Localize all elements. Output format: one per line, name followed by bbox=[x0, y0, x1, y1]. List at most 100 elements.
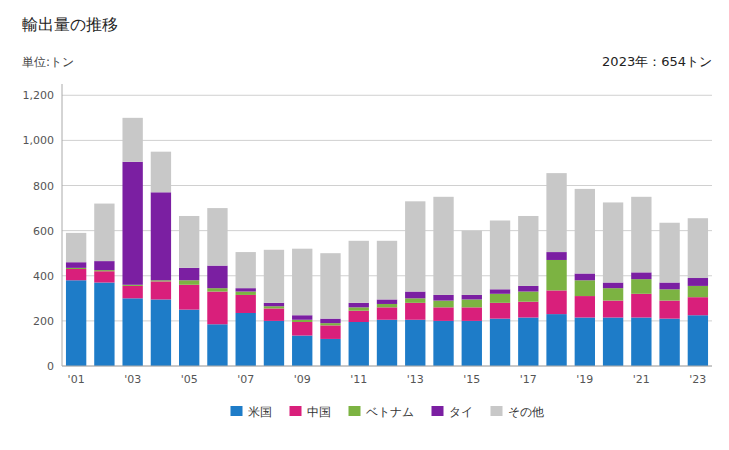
bar-segment bbox=[94, 270, 114, 271]
legend-swatch bbox=[491, 406, 503, 416]
bar-segment bbox=[546, 290, 566, 314]
bar-segment bbox=[320, 323, 340, 325]
x-tick-label: '11 bbox=[350, 373, 367, 386]
bar-segment bbox=[405, 292, 425, 299]
bar-segment bbox=[575, 280, 595, 296]
bar-segment bbox=[405, 201, 425, 291]
bar-segment bbox=[603, 283, 623, 289]
bar-segment bbox=[462, 321, 482, 366]
legend-item: 中国 bbox=[290, 405, 331, 419]
bar-segment bbox=[236, 292, 256, 295]
bars bbox=[66, 118, 708, 366]
bar-segment bbox=[575, 189, 595, 274]
bar-segment bbox=[151, 299, 171, 366]
bar-segment bbox=[377, 299, 397, 304]
bar-segment bbox=[264, 308, 284, 320]
bar-segment bbox=[462, 307, 482, 321]
bar-segment bbox=[433, 301, 453, 308]
legend-swatch bbox=[290, 406, 302, 416]
bar-segment bbox=[264, 306, 284, 308]
bar-segment bbox=[518, 286, 538, 292]
grid-line bbox=[62, 140, 712, 141]
bar-segment bbox=[688, 278, 708, 286]
x-axis: '01'03'05'07'09'11'13'15'17'19'21'23 bbox=[62, 366, 712, 386]
bar-segment bbox=[236, 252, 256, 288]
x-tick-label: '07 bbox=[237, 373, 254, 386]
bar-segment bbox=[66, 233, 86, 262]
bar-segment bbox=[546, 252, 566, 260]
legend-label: 中国 bbox=[307, 405, 331, 419]
y-axis: 02004006008001,0001,200 bbox=[23, 84, 713, 373]
bar-segment bbox=[377, 307, 397, 319]
bar-segment bbox=[659, 223, 679, 283]
bar-segment bbox=[66, 268, 86, 269]
bar-segment bbox=[94, 204, 114, 262]
bar-segment bbox=[688, 286, 708, 297]
title: 輸出量の推移 bbox=[22, 15, 118, 34]
bar-segment bbox=[490, 289, 510, 294]
x-tick-label: '23 bbox=[689, 373, 706, 386]
y-tick-label: 200 bbox=[33, 315, 54, 328]
y-tick-label: 400 bbox=[33, 270, 54, 283]
bar-segment bbox=[122, 162, 142, 285]
x-tick-label: '05 bbox=[181, 373, 198, 386]
bar-segment bbox=[631, 279, 651, 294]
legend: 米国中国ベトナムタイその他 bbox=[231, 405, 544, 419]
y-tick-label: 600 bbox=[33, 225, 54, 238]
bar-segment bbox=[659, 283, 679, 290]
bar-segment bbox=[207, 266, 227, 289]
bar-segment bbox=[66, 262, 86, 268]
bar-segment bbox=[433, 321, 453, 366]
bar-segment bbox=[490, 303, 510, 319]
y-tick-label: 1,000 bbox=[23, 134, 55, 147]
legend-label: その他 bbox=[508, 405, 544, 419]
x-tick-label: '15 bbox=[463, 373, 480, 386]
bar-segment bbox=[546, 260, 566, 290]
x-tick-label: '21 bbox=[633, 373, 650, 386]
bar-segment bbox=[66, 269, 86, 280]
bar-segment bbox=[603, 202, 623, 282]
bar-segment bbox=[490, 294, 510, 303]
legend-label: 米国 bbox=[248, 405, 272, 419]
bar-segment bbox=[575, 317, 595, 366]
bar-segment bbox=[179, 285, 199, 310]
bar-segment bbox=[66, 280, 86, 366]
bar-segment bbox=[349, 322, 369, 366]
bar-segment bbox=[292, 315, 312, 320]
bar-segment bbox=[94, 271, 114, 282]
bar-segment bbox=[688, 218, 708, 278]
bar-segment bbox=[320, 339, 340, 366]
bar-segment bbox=[151, 281, 171, 299]
legend-item: タイ bbox=[432, 405, 473, 419]
bar-segment bbox=[659, 301, 679, 319]
x-tick-label: '13 bbox=[407, 373, 424, 386]
bar-segment bbox=[122, 286, 142, 298]
legend-item: その他 bbox=[491, 405, 544, 419]
bar-segment bbox=[94, 261, 114, 270]
y-tick-label: 800 bbox=[33, 180, 54, 193]
bar-segment bbox=[207, 292, 227, 325]
bar-segment bbox=[546, 314, 566, 366]
bar-segment bbox=[292, 320, 312, 322]
bar-segment bbox=[462, 231, 482, 295]
y-tick-label: 0 bbox=[47, 360, 54, 373]
bar-segment bbox=[264, 321, 284, 366]
bar-segment bbox=[433, 295, 453, 301]
bar-segment bbox=[518, 292, 538, 302]
legend-item: 米国 bbox=[231, 405, 272, 419]
bar-segment bbox=[349, 307, 369, 310]
x-tick-label: '09 bbox=[294, 373, 311, 386]
bar-segment bbox=[575, 296, 595, 317]
bar-segment bbox=[433, 307, 453, 321]
bar-segment bbox=[207, 288, 227, 291]
bar-segment bbox=[292, 249, 312, 316]
bar-segment bbox=[462, 295, 482, 300]
bar-segment bbox=[320, 319, 340, 324]
grid-line bbox=[62, 95, 712, 96]
bar-segment bbox=[207, 208, 227, 266]
bar-segment bbox=[349, 311, 369, 322]
bar-segment bbox=[490, 220, 510, 289]
bar-segment bbox=[688, 297, 708, 315]
bar-segment bbox=[433, 197, 453, 295]
bar-segment bbox=[151, 192, 171, 280]
